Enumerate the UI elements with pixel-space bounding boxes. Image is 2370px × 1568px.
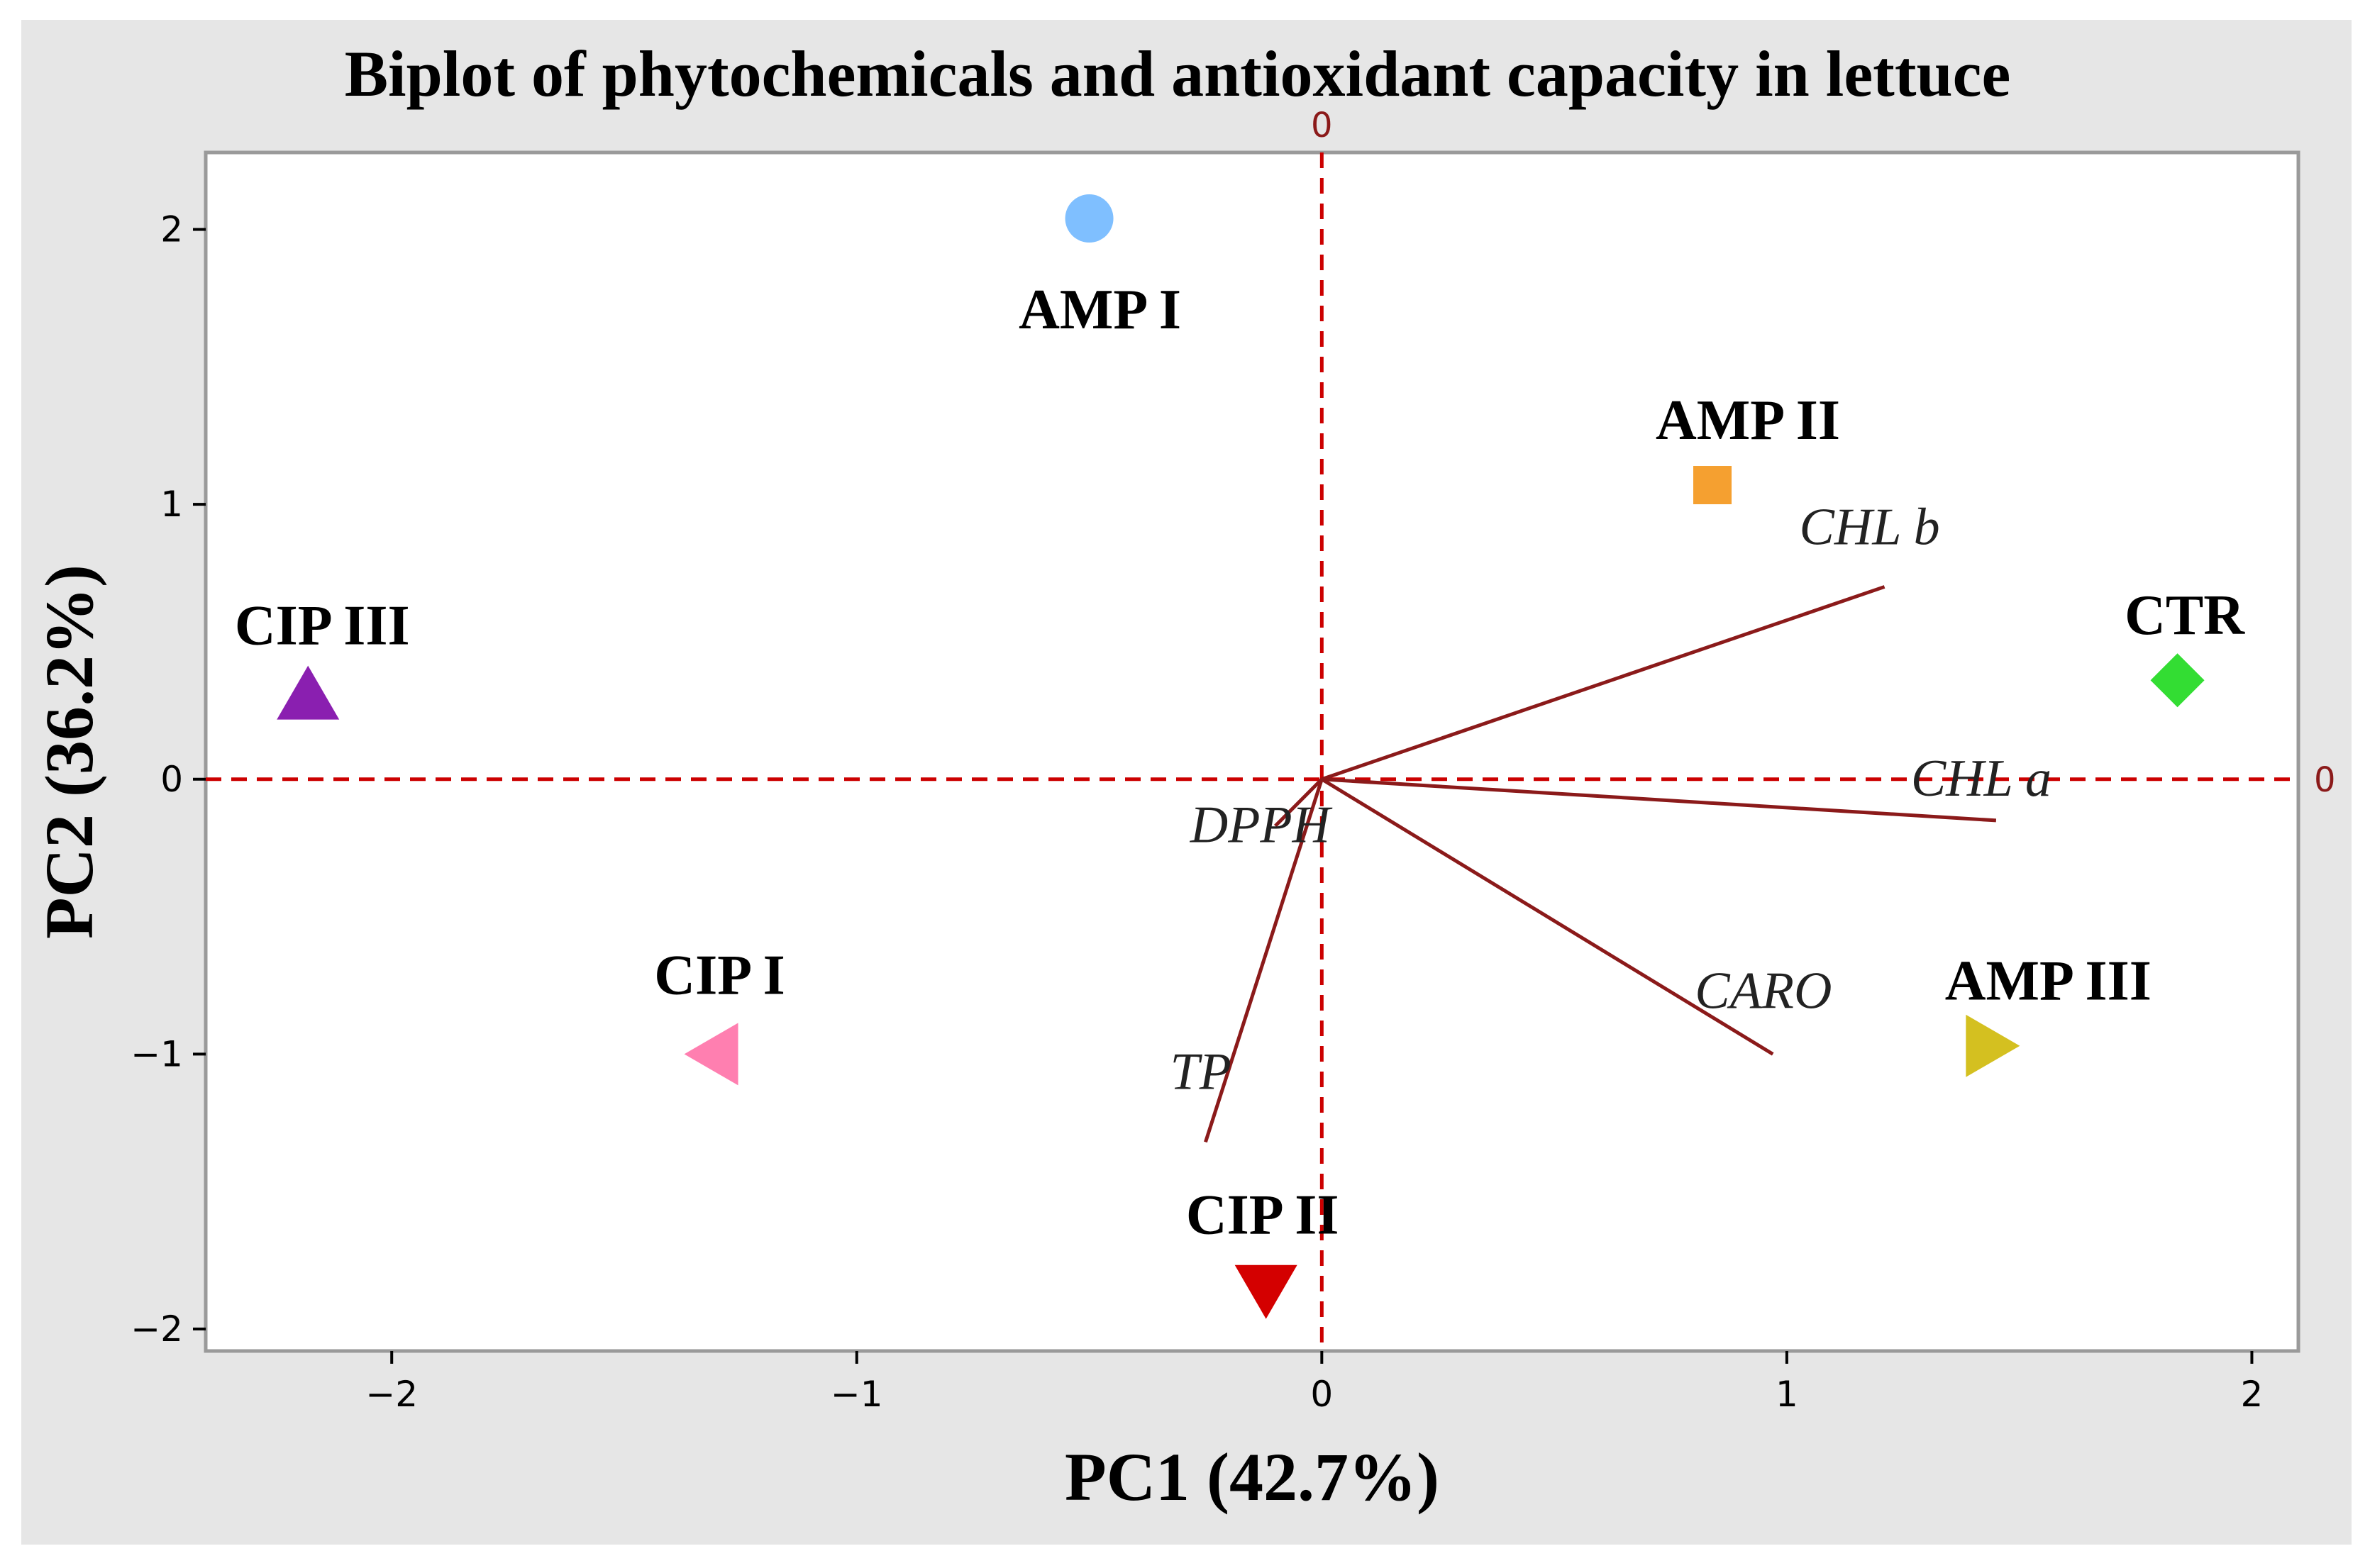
loading-label-tp: TP [1170,1042,1231,1101]
y-tick-label: 0 [160,759,183,800]
x-tick-label: 1 [1776,1374,1798,1415]
score-label-cip-i: CIP I [654,944,785,1006]
loading-vector-caro [1321,777,1774,1056]
loading-label-caro: CARO [1695,962,1832,1020]
y-tick-label: 1 [160,484,183,525]
x-tick-label: −1 [831,1374,883,1415]
loading-label-chl-a: CHL a [1911,750,2051,808]
loading-vectors: CHL b CHL a CARO TP DPPH [1170,498,2051,1143]
score-label-cip-iii: CIP III [235,595,410,657]
horizontal-zero-label: 0 [2314,760,2336,800]
score-marker-cip-iii [277,665,340,720]
axis-ticks: −2 −1 0 1 2 −2 −1 0 1 2 [131,209,2263,1415]
y-tick-label: −1 [131,1033,183,1074]
score-marker-ctr [2150,653,2205,708]
loading-label-dpph: DPPH [1190,796,1333,855]
vertical-zero-label: 0 [1311,106,1333,145]
loading-vector-chl-a [1322,777,1997,823]
score-label-ctr: CTR [2125,584,2245,647]
loading-vector-dpph [1274,777,1324,828]
x-tick-label: 2 [2241,1374,2264,1415]
score-label-amp-i: AMP I [1019,279,1181,341]
score-label-cip-ii: CIP II [1186,1184,1339,1247]
x-axis-title: PC1 (42.7%) [1065,1439,1439,1515]
x-tick-label: −2 [365,1374,418,1415]
x-tick-label: 0 [1310,1374,1333,1415]
loading-vector-tp [1204,778,1324,1143]
loading-label-chl-b: CHL b [1800,498,1940,556]
score-label-amp-iii: AMP III [1945,950,2152,1013]
y-tick-label: −2 [131,1308,183,1350]
y-tick-label: 2 [160,209,183,250]
chart-title: Biplot of phytochemicals and antioxidant… [345,38,2011,110]
score-marker-amp-iii [1966,1014,2020,1077]
score-marker-cip-i [684,1023,738,1086]
loading-vector-chl-b [1321,585,1886,782]
y-axis-title: PC2 (36.2%) [31,565,107,939]
score-label-amp-ii: AMP II [1656,389,1840,452]
score-marker-amp-ii [1693,466,1732,505]
reference-lines: 00 [206,106,2336,1351]
plot-area [204,150,2300,1353]
score-marker-cip-ii [1234,1264,1297,1319]
score-points: AMP I AMP II CTR CIP III CIP I AMP III CIP II [235,194,2245,1319]
score-marker-amp-i [1065,194,1114,243]
